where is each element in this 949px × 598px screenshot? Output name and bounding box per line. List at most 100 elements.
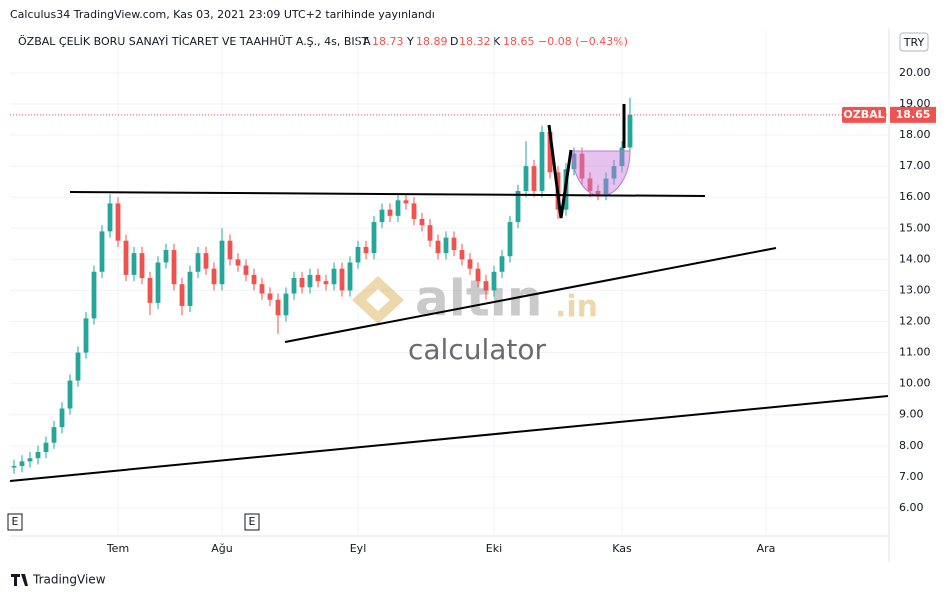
open-label: A <box>363 35 371 48</box>
high: 18.89 <box>416 35 448 48</box>
x-tick-label: Eki <box>486 542 502 555</box>
symbol-tag: OZBAL <box>843 108 884 121</box>
candle-body <box>579 153 585 179</box>
candle-body <box>611 166 617 179</box>
candle-body <box>187 271 193 306</box>
event-badge[interactable] <box>7 513 23 531</box>
candle-body <box>595 190 601 195</box>
y-tick-label: 7.00 <box>899 470 924 483</box>
candle-body <box>515 190 521 223</box>
y-tick-label: 16.00 <box>899 190 931 203</box>
candle-body <box>571 153 577 170</box>
candle-body <box>363 246 369 254</box>
candle-body <box>251 274 257 285</box>
candle-body <box>259 284 265 294</box>
candle-body <box>35 452 41 459</box>
candle-body <box>243 265 249 275</box>
candle-body <box>395 200 401 216</box>
published-note: Calculus34 TradingView.com, Kas 03, 2021… <box>10 8 435 21</box>
candle-body <box>539 131 545 191</box>
candle-body <box>179 284 185 306</box>
candle-body <box>171 250 177 285</box>
candle-body <box>155 262 161 303</box>
last-price-label: 18.65 <box>896 108 931 121</box>
event-label[interactable]: E <box>249 515 256 528</box>
candle-body <box>43 442 49 453</box>
candle-body <box>203 253 209 269</box>
y-tick-label: 20.00 <box>899 66 931 79</box>
candle-body <box>419 218 425 226</box>
candle-body <box>91 271 97 319</box>
candle-body <box>275 299 281 316</box>
cup-shape <box>571 150 631 197</box>
candle-body <box>347 262 353 291</box>
candle-body <box>131 253 137 275</box>
y-tick-label: 12.00 <box>899 315 931 328</box>
candle-body <box>459 250 465 260</box>
watermark: altın .in <box>352 270 598 328</box>
candle-body <box>323 281 329 285</box>
x-tick-label: Ara <box>757 542 776 555</box>
y-tick-label: 6.00 <box>899 501 924 514</box>
last-price-box <box>890 106 936 123</box>
candle-body <box>411 203 417 219</box>
candle-body <box>83 318 89 353</box>
watermark-tld: .in <box>555 290 598 325</box>
candle-body <box>99 231 105 272</box>
candle-body <box>475 268 481 282</box>
y-tick-label: 8.00 <box>899 439 924 452</box>
candle-body <box>195 253 201 272</box>
x-tick-label: Tem <box>106 542 129 555</box>
candle-body <box>163 250 169 263</box>
candle-body <box>75 352 81 381</box>
y-tick-label: 15.00 <box>899 221 931 234</box>
event-label[interactable]: E <box>12 515 19 528</box>
candle-body <box>115 203 121 241</box>
y-tick-label: 17.00 <box>899 159 931 172</box>
candle-body <box>11 466 17 468</box>
candle-body <box>483 281 489 291</box>
candle-body <box>467 259 473 269</box>
trend-line <box>69 191 706 197</box>
candle-body <box>379 209 385 223</box>
legend-line: ÖZBAL ÇELİK BORU SANAYİ TİCARET VE TAAHH… <box>18 35 628 48</box>
currency[interactable]: TRY <box>903 36 925 49</box>
candle-body <box>523 166 529 191</box>
footer-logo: TradingView <box>32 573 106 587</box>
candle-body <box>219 240 225 285</box>
candle-body <box>491 271 497 291</box>
candle-body <box>331 268 337 285</box>
x-tick-label: Ağu <box>211 542 232 555</box>
candle-body <box>435 240 441 254</box>
candle-body <box>291 277 297 294</box>
candle-body <box>67 380 73 409</box>
y-tick-label: 11.00 <box>899 346 931 359</box>
event-badge[interactable] <box>244 513 260 531</box>
watermark-sub: calculator <box>408 333 547 366</box>
candle-body <box>403 200 409 204</box>
events: E E <box>7 513 260 531</box>
candle-body <box>19 461 25 467</box>
candle-body <box>307 274 313 288</box>
watermark-logo <box>352 276 404 324</box>
w-shape <box>547 124 573 219</box>
candle-body <box>51 427 57 443</box>
candle-body <box>507 222 513 257</box>
candle-body <box>587 178 593 191</box>
candle-body <box>619 147 625 167</box>
candle-body <box>235 259 241 266</box>
candle-body <box>139 253 145 278</box>
candle-body <box>339 268 345 291</box>
candle-body <box>123 240 129 275</box>
x-tick-label: Kas <box>612 542 632 555</box>
x-tick-label: Eyl <box>350 542 367 555</box>
y-tick-label: 10.00 <box>899 377 931 390</box>
currency-box[interactable] <box>899 32 929 52</box>
y-tick-label: 14.00 <box>899 252 931 265</box>
candle-body <box>211 268 217 285</box>
candle-body <box>499 256 505 272</box>
candle-body <box>355 246 361 263</box>
trend-line <box>284 247 777 343</box>
candle-body <box>107 203 113 232</box>
